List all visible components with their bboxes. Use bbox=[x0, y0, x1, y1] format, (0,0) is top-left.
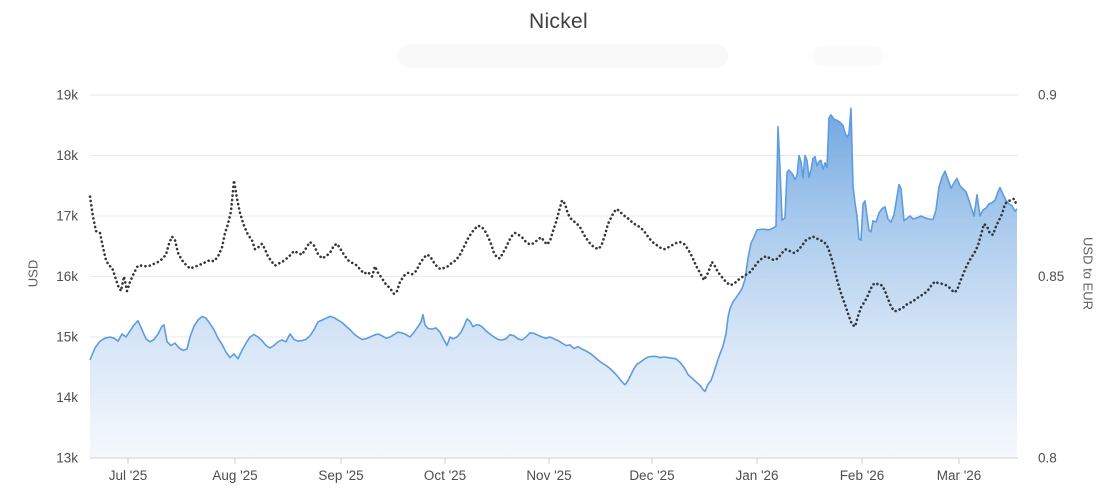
watermark-blob bbox=[812, 46, 884, 66]
x-tick-label: Jul '25 bbox=[109, 468, 148, 483]
chart-title: Nickel bbox=[529, 10, 588, 33]
x-tick-label: Feb '26 bbox=[840, 468, 885, 483]
x-tick-label: Aug '25 bbox=[212, 468, 257, 483]
x-tick-label: Nov '25 bbox=[526, 468, 571, 483]
x-tick-label: Dec '25 bbox=[629, 468, 674, 483]
right-tick-label: 0.9 bbox=[1038, 88, 1057, 103]
x-tick-label: Jan '26 bbox=[735, 468, 778, 483]
right-axis-labels: 0.9 0.85 0.8 bbox=[1038, 88, 1064, 466]
left-tick-label: 14k bbox=[56, 390, 78, 405]
left-axis-title: USD bbox=[25, 259, 41, 288]
left-tick-label: 17k bbox=[56, 209, 78, 224]
right-tick-label: 0.85 bbox=[1038, 269, 1064, 284]
x-tick-label: Sep '25 bbox=[318, 468, 363, 483]
left-tick-label: 15k bbox=[56, 330, 78, 345]
watermark-blob bbox=[398, 44, 728, 68]
x-tick-label: Mar '26 bbox=[937, 468, 982, 483]
x-tick-label: Oct '25 bbox=[424, 468, 466, 483]
usd-to-eur-dotted-series bbox=[88, 179, 1019, 328]
left-axis-labels: 19k 18k 17k 16k 15k 14k 13k bbox=[56, 88, 78, 466]
left-tick-label: 18k bbox=[56, 148, 78, 163]
right-axis-title: USD to EUR bbox=[1080, 237, 1096, 310]
right-tick-label: 0.8 bbox=[1038, 451, 1057, 466]
left-tick-label: 16k bbox=[56, 269, 78, 284]
left-tick-label: 19k bbox=[56, 88, 78, 103]
x-axis-ticks: Jul '25 Aug '25 Sep '25 Oct '25 Nov '25 Dec '… bbox=[109, 458, 982, 483]
usd-area-series bbox=[89, 107, 1018, 459]
left-tick-label: 13k bbox=[56, 451, 78, 466]
